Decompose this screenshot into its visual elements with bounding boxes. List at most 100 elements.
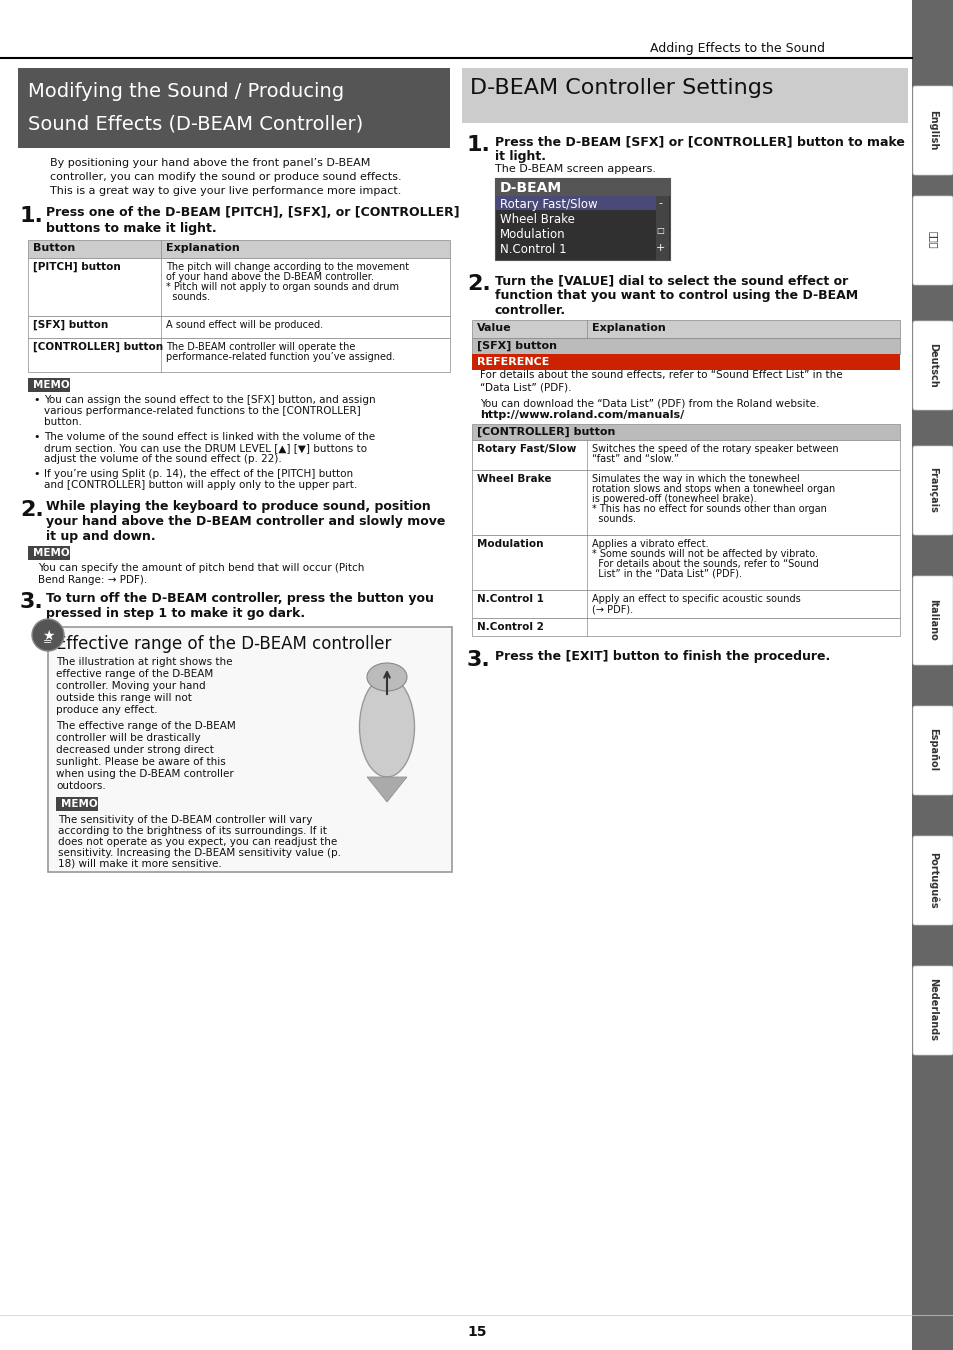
Text: of your hand above the D-BEAM controller.: of your hand above the D-BEAM controller… bbox=[166, 271, 374, 282]
Text: -: - bbox=[658, 198, 661, 208]
Text: You can download the “Data List” (PDF) from the Roland website.: You can download the “Data List” (PDF) f… bbox=[479, 398, 819, 408]
Text: •: • bbox=[33, 468, 39, 479]
Text: N.Control 2: N.Control 2 bbox=[476, 622, 543, 632]
Text: Press one of the D-BEAM [PITCH], [SFX], or [CONTROLLER]: Press one of the D-BEAM [PITCH], [SFX], … bbox=[46, 207, 459, 219]
Text: adjust the volume of the sound effect (p. 22).: adjust the volume of the sound effect (p… bbox=[44, 454, 281, 464]
Text: drum section. You can use the DRUM LEVEL [▲] [▼] buttons to: drum section. You can use the DRUM LEVEL… bbox=[44, 443, 367, 454]
Text: Modulation: Modulation bbox=[476, 539, 543, 549]
Text: Português: Português bbox=[926, 852, 937, 909]
Text: You can assign the sound effect to the [SFX] button, and assign: You can assign the sound effect to the [… bbox=[44, 396, 375, 405]
Text: Applies a vibrato effect.: Applies a vibrato effect. bbox=[592, 539, 708, 549]
Text: your hand above the D-BEAM controller and slowly move: your hand above the D-BEAM controller an… bbox=[46, 514, 445, 528]
Text: Switches the speed of the rotary speaker between: Switches the speed of the rotary speaker… bbox=[592, 444, 838, 454]
Text: controller, you can modify the sound or produce sound effects.: controller, you can modify the sound or … bbox=[50, 171, 401, 182]
FancyBboxPatch shape bbox=[912, 576, 952, 666]
Text: 1.: 1. bbox=[20, 207, 44, 225]
Text: and [CONTROLLER] button will apply only to the upper part.: and [CONTROLLER] button will apply only … bbox=[44, 481, 356, 490]
Text: it light.: it light. bbox=[495, 150, 545, 163]
Text: N.Control 1: N.Control 1 bbox=[499, 243, 566, 256]
Text: REFERENCE: REFERENCE bbox=[476, 356, 549, 367]
Bar bbox=[18, 68, 450, 148]
Text: it up and down.: it up and down. bbox=[46, 531, 155, 543]
Bar bbox=[56, 796, 98, 811]
Bar bbox=[28, 258, 450, 316]
Text: controller.: controller. bbox=[495, 304, 565, 317]
Text: Explanation: Explanation bbox=[592, 323, 665, 333]
Text: [PITCH] button: [PITCH] button bbox=[33, 262, 121, 273]
Text: [SFX] button: [SFX] button bbox=[33, 320, 108, 331]
Text: controller will be drastically: controller will be drastically bbox=[56, 733, 200, 743]
FancyBboxPatch shape bbox=[912, 706, 952, 795]
Bar bbox=[472, 618, 899, 636]
Text: http://www.roland.com/manuals/: http://www.roland.com/manuals/ bbox=[479, 410, 683, 420]
Text: Explanation: Explanation bbox=[166, 243, 239, 252]
Text: Simulates the way in which the tonewheel: Simulates the way in which the tonewheel bbox=[592, 474, 799, 485]
Text: D-BEAM Controller Settings: D-BEAM Controller Settings bbox=[470, 78, 773, 99]
Text: Modulation: Modulation bbox=[499, 228, 565, 242]
FancyBboxPatch shape bbox=[912, 836, 952, 925]
Text: * This has no effect for sounds other than organ: * This has no effect for sounds other th… bbox=[592, 504, 826, 514]
Text: This is a great way to give your live performance more impact.: This is a great way to give your live pe… bbox=[50, 186, 401, 196]
Bar bbox=[28, 240, 450, 258]
Text: Deutsch: Deutsch bbox=[927, 343, 937, 387]
Text: outdoors.: outdoors. bbox=[56, 782, 106, 791]
Bar bbox=[28, 316, 450, 338]
FancyBboxPatch shape bbox=[912, 196, 952, 285]
Text: □: □ bbox=[656, 225, 663, 235]
FancyBboxPatch shape bbox=[912, 86, 952, 176]
Bar bbox=[48, 626, 452, 872]
Bar bbox=[472, 424, 899, 440]
Text: The D-BEAM controller will operate the: The D-BEAM controller will operate the bbox=[166, 342, 355, 352]
Text: =: = bbox=[43, 637, 52, 647]
Bar bbox=[28, 378, 70, 392]
Text: sounds.: sounds. bbox=[166, 292, 210, 302]
Text: Rotary Fast/Slow: Rotary Fast/Slow bbox=[499, 198, 597, 211]
Text: pressed in step 1 to make it go dark.: pressed in step 1 to make it go dark. bbox=[46, 608, 305, 620]
Text: The pitch will change according to the movement: The pitch will change according to the m… bbox=[166, 262, 409, 271]
Text: function that you want to control using the D-BEAM: function that you want to control using … bbox=[495, 289, 858, 302]
Text: 2.: 2. bbox=[467, 274, 490, 294]
Text: various performance-related functions to the [CONTROLLER]: various performance-related functions to… bbox=[44, 406, 360, 416]
Bar bbox=[461, 68, 907, 123]
Text: +: + bbox=[655, 243, 664, 252]
Text: 3.: 3. bbox=[467, 649, 490, 670]
Text: 日本語: 日本語 bbox=[927, 231, 937, 248]
Polygon shape bbox=[367, 778, 407, 802]
Text: 18) will make it more sensitive.: 18) will make it more sensitive. bbox=[58, 859, 221, 869]
Text: [CONTROLLER] button: [CONTROLLER] button bbox=[476, 427, 615, 437]
Text: [CONTROLLER] button: [CONTROLLER] button bbox=[33, 342, 163, 352]
Bar bbox=[656, 196, 668, 261]
Text: If you’re using Split (p. 14), the effect of the [PITCH] button: If you’re using Split (p. 14), the effec… bbox=[44, 468, 353, 479]
Bar bbox=[472, 338, 899, 354]
Text: Italiano: Italiano bbox=[927, 599, 937, 641]
Text: D-BEAM: D-BEAM bbox=[499, 181, 561, 194]
Ellipse shape bbox=[367, 663, 407, 691]
Text: Nederlands: Nederlands bbox=[927, 979, 937, 1041]
Text: according to the brightness of its surroundings. If it: according to the brightness of its surro… bbox=[58, 826, 327, 836]
Text: MEMO: MEMO bbox=[33, 548, 70, 558]
Text: For details about the sound effects, refer to “Sound Effect List” in the: For details about the sound effects, ref… bbox=[479, 370, 841, 379]
Bar bbox=[496, 196, 668, 211]
Text: MEMO: MEMO bbox=[33, 379, 70, 390]
Text: The sensitivity of the D-BEAM controller will vary: The sensitivity of the D-BEAM controller… bbox=[58, 815, 312, 825]
FancyBboxPatch shape bbox=[912, 967, 952, 1054]
Text: To turn off the D-BEAM controller, press the button you: To turn off the D-BEAM controller, press… bbox=[46, 593, 434, 605]
Bar bbox=[28, 338, 450, 373]
Text: performance-related function you’ve assigned.: performance-related function you’ve assi… bbox=[166, 352, 395, 362]
Text: Sound Effects (D-BEAM Controller): Sound Effects (D-BEAM Controller) bbox=[28, 113, 363, 134]
Text: * Pitch will not apply to organ sounds and drum: * Pitch will not apply to organ sounds a… bbox=[166, 282, 398, 292]
Text: The D-BEAM screen appears.: The D-BEAM screen appears. bbox=[495, 163, 656, 174]
Text: Press the D-BEAM [SFX] or [CONTROLLER] button to make: Press the D-BEAM [SFX] or [CONTROLLER] b… bbox=[495, 135, 904, 148]
Bar bbox=[472, 590, 899, 618]
Text: Value: Value bbox=[476, 323, 511, 333]
Bar bbox=[472, 470, 899, 535]
Text: The effective range of the D-BEAM: The effective range of the D-BEAM bbox=[56, 721, 235, 730]
FancyBboxPatch shape bbox=[912, 446, 952, 535]
Text: Wheel Brake: Wheel Brake bbox=[499, 213, 575, 225]
Text: Button: Button bbox=[33, 243, 75, 252]
Text: Turn the [VALUE] dial to select the sound effect or: Turn the [VALUE] dial to select the soun… bbox=[495, 274, 847, 288]
Text: Adding Effects to the Sound: Adding Effects to the Sound bbox=[649, 42, 824, 55]
Text: 1.: 1. bbox=[467, 135, 491, 155]
Text: “fast” and “slow.”: “fast” and “slow.” bbox=[592, 454, 679, 464]
Text: effective range of the D-BEAM: effective range of the D-BEAM bbox=[56, 670, 213, 679]
